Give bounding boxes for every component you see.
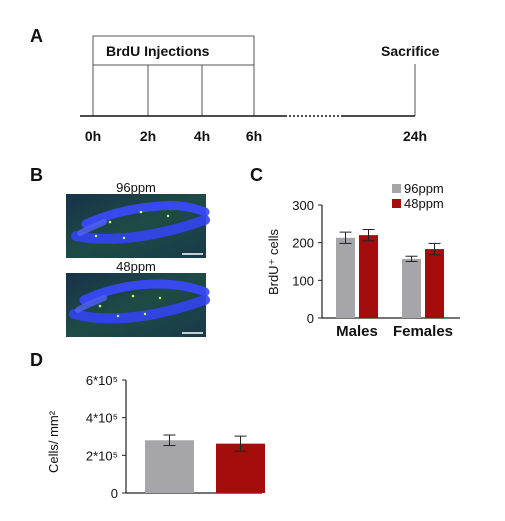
bar-48ppm-Females bbox=[425, 249, 444, 318]
sacrifice-label: Sacrifice bbox=[381, 43, 440, 59]
injection-box bbox=[92, 35, 255, 66]
panel-label-a: A bbox=[30, 26, 43, 46]
y-tick-label: 200 bbox=[292, 236, 314, 251]
legend-swatch-48ppm bbox=[392, 199, 401, 208]
tick-4h: 4h bbox=[194, 128, 210, 144]
legend-label-96ppm: 96ppm bbox=[404, 181, 444, 196]
y-tick-label: 2*10⁵ bbox=[86, 448, 118, 463]
bar-96ppm bbox=[145, 440, 194, 493]
bar-48ppm-Males bbox=[359, 235, 378, 318]
micrograph-label-48ppm: 48ppm bbox=[116, 259, 156, 274]
timeline: BrdU Injections Sacrifice 0h 2h 4h 6h 24… bbox=[80, 35, 440, 144]
tick-6h: 6h bbox=[246, 128, 262, 144]
bar-96ppm-Males bbox=[336, 237, 355, 318]
y-axis-title: Cells/ mm² bbox=[46, 410, 61, 473]
legend-swatch-96ppm bbox=[392, 184, 401, 193]
category-label: Females bbox=[393, 323, 453, 340]
y-tick-label: 4*10⁵ bbox=[86, 411, 118, 426]
panel-label-d: D bbox=[30, 350, 43, 370]
tick-0h: 0h bbox=[85, 128, 101, 144]
panel-label-b: B bbox=[30, 165, 43, 185]
legend-label-48ppm: 48ppm bbox=[404, 196, 444, 211]
y-tick-label: 6*10⁵ bbox=[86, 373, 118, 388]
tick-24h: 24h bbox=[403, 128, 427, 144]
category-label: Males bbox=[336, 323, 378, 340]
panel-label-c: C bbox=[250, 165, 263, 185]
y-tick-label: 0 bbox=[307, 311, 314, 326]
y-tick-label: 100 bbox=[292, 273, 314, 288]
micrograph-96ppm bbox=[66, 194, 210, 258]
injection-label: BrdU Injections bbox=[106, 43, 210, 59]
bar-96ppm-Females bbox=[402, 258, 421, 318]
micrograph-48ppm bbox=[66, 273, 210, 337]
y-tick-label: 300 bbox=[292, 198, 314, 213]
tick-2h: 2h bbox=[140, 128, 156, 144]
y-tick-label: 0 bbox=[111, 486, 118, 501]
chart-brdu-cells: 0 100 200 300 BrdU⁺ cells Males Females 96ppm48… bbox=[266, 181, 460, 340]
micrograph-label-96ppm: 96ppm bbox=[116, 180, 156, 195]
chart-cell-density: 0 2*10⁵ 4*10⁵ 6*10⁵ Cells/ mm² bbox=[46, 373, 265, 501]
bar-48ppm bbox=[216, 443, 265, 493]
y-axis-title: BrdU⁺ cells bbox=[266, 228, 281, 295]
